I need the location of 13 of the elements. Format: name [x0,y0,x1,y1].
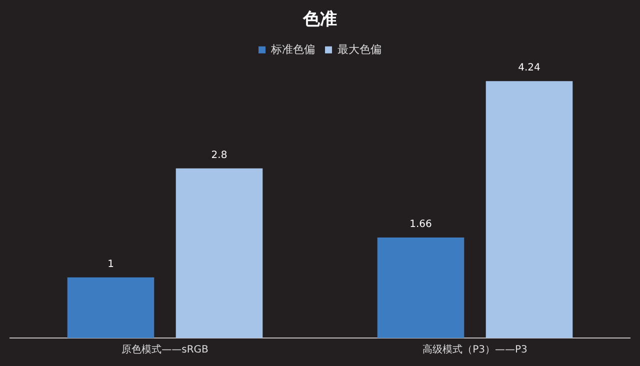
legend-label: 标准色偏 [270,42,315,56]
data-label: 2.8 [211,150,228,161]
bar [67,277,154,338]
x-tick-label: 高级模式（P3）——P3 [422,344,528,356]
bar [486,81,573,338]
data-label: 1 [108,259,114,270]
data-label: 4.24 [518,62,540,74]
data-label: 1.66 [410,219,432,230]
chart-title: 色准 [302,10,337,30]
legend-label: 最大色偏 [338,42,382,56]
x-tick-label: 原色模式——sRGB [122,344,209,356]
bar [176,168,263,338]
bar [377,237,464,338]
